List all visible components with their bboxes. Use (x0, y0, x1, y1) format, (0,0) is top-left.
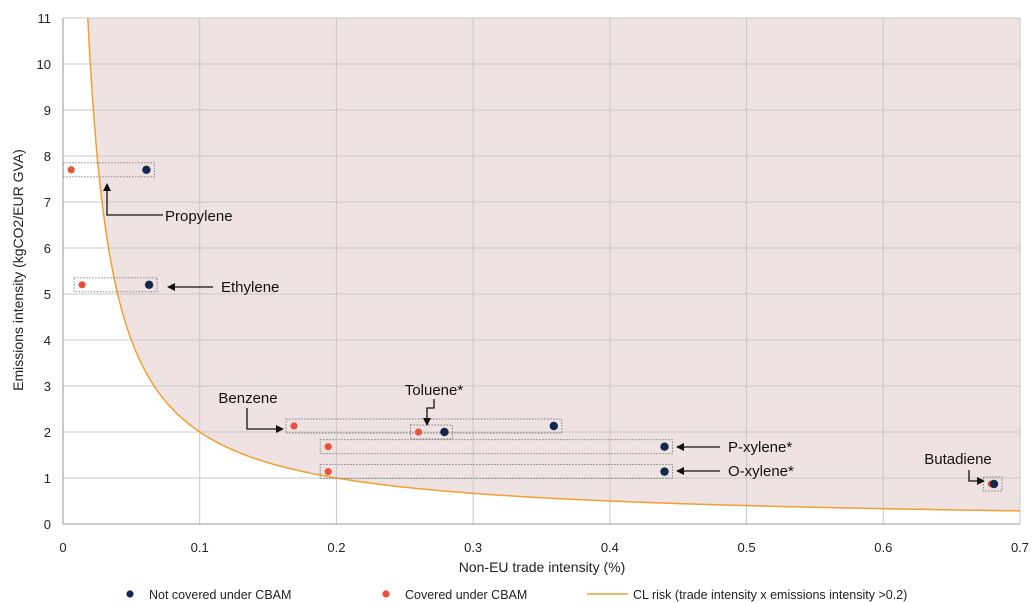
y-tick-label: 5 (44, 287, 51, 302)
product-pair-box (285, 418, 563, 434)
covered-point (290, 422, 298, 430)
y-axis-title: Emissions intensity (kgCO2/EUR GVA) (10, 149, 26, 391)
covered-point (414, 428, 423, 436)
not-covered-point (660, 442, 669, 451)
y-tick-label: 3 (44, 379, 51, 394)
data-points (67, 165, 999, 489)
annotations: Propylene Ethylene Benzene Toluene* P-xylene… (103, 183, 992, 485)
axes: 0 0.1 0.2 0.3 0.4 0.5 0.6 0.7 0 1 2 3 4 5 6 7 8 9 10 11 (37, 11, 1030, 555)
x-tick-label: 0.7 (1011, 540, 1029, 555)
cl-risk-area (87, 18, 1020, 511)
y-tick-label: 2 (44, 425, 51, 440)
product-pair-box (410, 424, 453, 440)
y-tick-label: 0 (44, 517, 51, 532)
annotation-label: Toluene* (405, 382, 464, 399)
legend-label-covered: Covered under CBAM (405, 588, 527, 602)
not-covered-point (549, 421, 558, 431)
x-tick-label: 0.3 (464, 540, 482, 555)
x-tick-label: 0.6 (874, 540, 892, 555)
x-tick-label: 0.2 (327, 540, 345, 555)
legend-label-not-covered: Not covered under CBAM (149, 588, 291, 602)
propylene-arrow (103, 183, 163, 216)
legend-marker-not-covered (126, 590, 134, 598)
x-tick-label: 0.5 (738, 540, 756, 555)
covered-point (67, 166, 75, 174)
x-axis-title: Non-EU trade intensity (%) (459, 559, 626, 575)
not-covered-point (989, 479, 999, 489)
annotation-label: O-xylene* (728, 463, 794, 480)
legend-label-cl-risk: CL risk (trade intensity x emissions int… (633, 588, 907, 602)
y-tick-label: 1 (44, 471, 51, 486)
y-tick-label: 7 (44, 195, 51, 210)
y-tick-label: 8 (44, 149, 51, 164)
annotation-label: Ethylene (221, 279, 279, 296)
annotation-label: Benzene (218, 390, 277, 407)
product-pair-box (62, 162, 155, 178)
risk-area-fill (87, 18, 1020, 511)
gridlines (63, 17, 1021, 524)
x-tick-label: 0 (59, 540, 66, 555)
y-tick-label: 9 (44, 103, 51, 118)
covered-point (78, 281, 86, 289)
x-tick-label: 0.1 (191, 540, 209, 555)
annotation-label: P-xylene* (728, 439, 792, 456)
y-tick-label: 4 (44, 333, 51, 348)
toluene-arrow (423, 399, 435, 426)
not-covered-point (144, 280, 154, 289)
not-covered-point (660, 467, 669, 476)
legend: Not covered under CBAM Covered under CBA… (126, 588, 907, 602)
product-pair-box (73, 277, 158, 293)
cl-risk-line (87, 17, 1021, 512)
annotation-label: Propylene (165, 208, 233, 225)
not-covered-point (142, 165, 151, 174)
y-tick-label: 10 (37, 57, 51, 72)
not-covered-point (440, 427, 449, 437)
annotation-label: Butadiene (924, 451, 992, 468)
covered-point (324, 468, 332, 476)
butadiene-arrow (968, 470, 985, 485)
y-tick-label: 6 (44, 241, 51, 256)
covered-point (324, 443, 332, 451)
cl-risk-curve (87, 17, 1021, 512)
legend-marker-covered (382, 590, 390, 598)
x-tick-label: 0.4 (601, 540, 619, 555)
benzene-arrow (246, 408, 284, 433)
y-tick-label: 11 (38, 11, 52, 26)
